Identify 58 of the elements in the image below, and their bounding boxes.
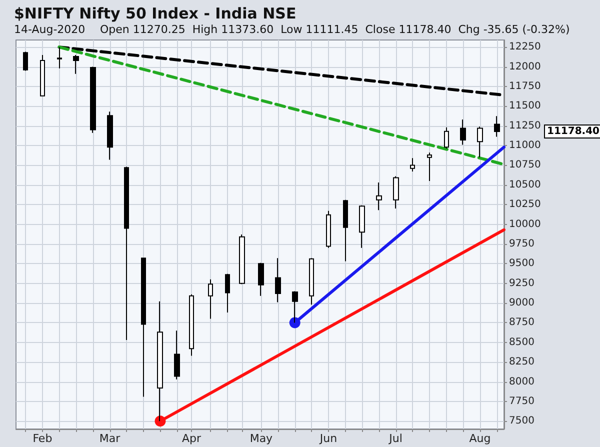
text: Open 11270.25 High 11373.60 Low 11111.45 Close 11178.40 Chg -35.65 (-0.32%) xyxy=(100,23,570,36)
candlestick xyxy=(309,258,314,306)
y-tick-label: 9500 xyxy=(509,258,534,270)
text: 11178.40 xyxy=(547,126,600,137)
x-tick-label: Jul xyxy=(388,432,402,445)
candlestick xyxy=(23,51,28,72)
chart-title: $NIFTY Nifty 50 Index - India NSE xyxy=(14,4,296,22)
candlestick xyxy=(359,204,365,248)
y-tick-label: 10500 xyxy=(509,179,541,190)
y-tick-label: 11500 xyxy=(509,100,541,112)
candlestick xyxy=(107,111,113,160)
y-tick-label: 11000 xyxy=(509,140,541,152)
candlestick xyxy=(258,262,264,296)
candlestick xyxy=(275,258,281,303)
candlestick xyxy=(90,66,96,134)
candlestick xyxy=(57,46,62,69)
y-tick-label: 8000 xyxy=(509,376,534,388)
y-tick-label: 12000 xyxy=(509,61,541,72)
y-tick-label: 9750 xyxy=(509,238,534,250)
y-tick-label: 10750 xyxy=(509,160,541,171)
x-tick-label: Jun xyxy=(318,432,338,445)
x-tick-label: Mar xyxy=(99,432,121,445)
y-tick-label: 11250 xyxy=(509,120,541,132)
candlestick xyxy=(444,126,449,150)
y-tick-label: 7500 xyxy=(509,416,534,427)
candlestick xyxy=(410,158,415,172)
candlestick xyxy=(376,182,382,211)
candlestick xyxy=(393,176,399,210)
y-tick-label: 9250 xyxy=(509,278,534,289)
candlestick xyxy=(40,54,45,96)
x-tick-label: May xyxy=(250,432,274,445)
y-tick-label: 10250 xyxy=(509,199,541,210)
y-tick-label: 10000 xyxy=(509,218,541,230)
candlestick xyxy=(174,330,180,380)
candlestick xyxy=(157,300,163,422)
x-tick-label: Aug xyxy=(469,432,491,445)
candlestick xyxy=(343,199,348,262)
y-tick-label: 8750 xyxy=(509,317,534,328)
y-tick-label: 7750 xyxy=(509,396,534,407)
chart-subtitle: 14-Aug-2020 xyxy=(14,23,86,36)
candlestick xyxy=(460,119,466,146)
y-tick-label: 11750 xyxy=(509,80,541,92)
y-tick-label: 9000 xyxy=(509,298,534,309)
y-tick-label: 8500 xyxy=(509,336,534,348)
candlestick xyxy=(427,152,432,182)
x-tick-label: Apr xyxy=(182,432,202,445)
y-tick-label: 12250 xyxy=(509,42,541,53)
candlestick xyxy=(189,294,194,356)
candlestick xyxy=(477,126,483,158)
candlestick xyxy=(292,290,298,324)
y-tick-label: 8250 xyxy=(509,356,534,368)
candlestick xyxy=(73,54,79,74)
x-tick-label: Feb xyxy=(32,432,52,445)
candlestick xyxy=(225,273,230,313)
candlestick xyxy=(494,116,500,138)
candlestick xyxy=(239,234,245,285)
candlestick xyxy=(208,278,213,320)
candlestick xyxy=(326,210,331,248)
